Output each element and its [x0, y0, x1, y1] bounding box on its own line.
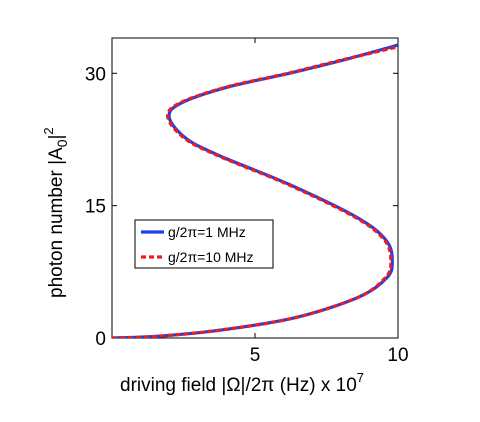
x-tick-label: 5 [250, 345, 261, 366]
tick-labels: 5 10 0 15 30 [85, 64, 409, 366]
y-tick-label: 15 [85, 197, 106, 218]
legend-label-1mhz: g/2π=1 MHz [168, 224, 246, 240]
series-line-1mhz [112, 43, 398, 338]
legend-box [134, 219, 274, 269]
axis-ticks [112, 38, 399, 339]
legend-label-10mhz: g/2π=10 MHz [168, 249, 254, 265]
x-axis-title: driving field |Ω|/2π (Hz) x 107 [120, 370, 364, 396]
legend: g/2π=1 MHz g/2π=10 MHz [134, 219, 274, 269]
y-tick-label: 30 [85, 64, 106, 85]
series-layer [112, 43, 398, 338]
x-tick-label: 10 [387, 345, 408, 366]
y-axis-title: photon number |A0|2 [41, 127, 70, 298]
series-line-10mhz [112, 45, 398, 338]
plot-frame [111, 37, 399, 339]
y-tick-label: 0 [95, 329, 106, 350]
